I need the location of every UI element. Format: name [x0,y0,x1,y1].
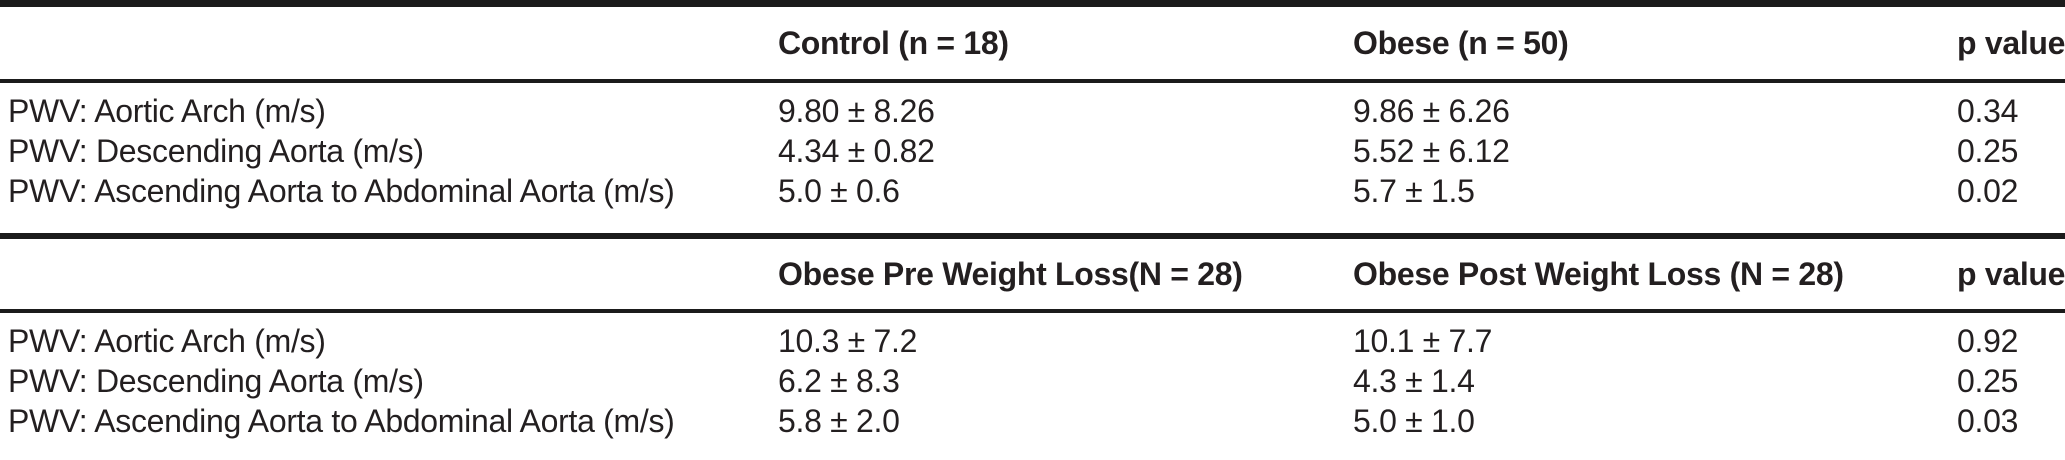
row-pvalue: 0.03 [1957,402,2019,439]
row-pvalue: 0.25 [1957,132,2019,169]
table-row: PWV: Aortic Arch (m/s) 9.80 ± 8.26 9.86 … [0,91,2065,131]
row-label: PWV: Ascending Aorta to Abdominal Aorta … [8,172,675,209]
row-pvalue: 0.02 [1957,172,2019,209]
row-pvalue: 0.25 [1957,362,2019,399]
row-value-pre: 6.2 ± 8.3 [778,362,900,399]
table-top-rule [0,0,2065,7]
section1-header-obese: Obese (n = 50) [1353,24,1569,61]
row-value-pre: 10.3 ± 7.2 [778,322,918,359]
table-row: PWV: Ascending Aorta to Abdominal Aorta … [0,401,2065,441]
row-value-control: 9.80 ± 8.26 [778,92,935,129]
table-row: PWV: Aortic Arch (m/s) 10.3 ± 7.2 10.1 ±… [0,321,2065,361]
row-value-control: 5.0 ± 0.6 [778,172,900,209]
section2-header-pre-weight-loss: Obese Pre Weight Loss(N = 28) [778,255,1243,292]
section2-header-rule [0,309,2065,313]
section2-header-pvalue: p value [1957,255,2065,292]
row-pvalue: 0.92 [1957,322,2019,359]
row-pvalue: 0.34 [1957,92,2019,129]
section1-header-control: Control (n = 18) [778,24,1009,61]
section1-body: PWV: Aortic Arch (m/s) 9.80 ± 8.26 9.86 … [0,83,2065,233]
row-value-post: 10.1 ± 7.7 [1353,322,1493,359]
section1-header-rule [0,79,2065,83]
section1-header-pvalue: p value [1957,24,2065,61]
row-value-obese: 5.52 ± 6.12 [1353,132,1510,169]
row-label: PWV: Aortic Arch (m/s) [8,92,326,129]
row-value-control: 4.34 ± 0.82 [778,132,935,169]
row-value-post: 4.3 ± 1.4 [1353,362,1475,399]
section2-header-row: Obese Pre Weight Loss(N = 28) Obese Post… [0,239,2065,309]
section1-header-row: Control (n = 18) Obese (n = 50) p value [0,7,2065,79]
section-divider-rule [0,233,2065,239]
row-value-obese: 5.7 ± 1.5 [1353,172,1475,209]
row-label: PWV: Aortic Arch (m/s) [8,322,326,359]
row-label: PWV: Descending Aorta (m/s) [8,132,424,169]
table-row: PWV: Descending Aorta (m/s) 4.34 ± 0.82 … [0,131,2065,171]
table-row: PWV: Ascending Aorta to Abdominal Aorta … [0,171,2065,211]
section2-header-post-weight-loss: Obese Post Weight Loss (N = 28) [1353,255,1844,292]
section2-body: PWV: Aortic Arch (m/s) 10.3 ± 7.2 10.1 ±… [0,313,2065,441]
row-value-pre: 5.8 ± 2.0 [778,402,900,439]
row-label: PWV: Descending Aorta (m/s) [8,362,424,399]
table-row: PWV: Descending Aorta (m/s) 6.2 ± 8.3 4.… [0,361,2065,401]
row-value-post: 5.0 ± 1.0 [1353,402,1475,439]
row-value-obese: 9.86 ± 6.26 [1353,92,1510,129]
row-label: PWV: Ascending Aorta to Abdominal Aorta … [8,402,675,439]
